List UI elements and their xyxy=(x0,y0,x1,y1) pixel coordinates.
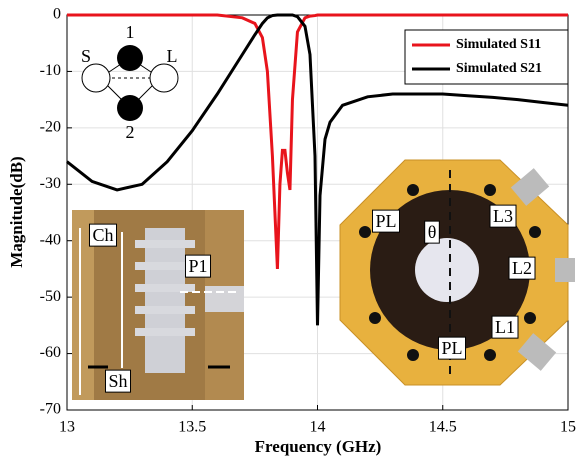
node-diagram xyxy=(82,45,178,121)
annotation: L1 xyxy=(495,317,515,337)
y-tick-label: 0 xyxy=(53,6,61,23)
y-tick-label: -10 xyxy=(40,62,61,79)
x-tick-label: 13 xyxy=(59,419,75,436)
annotation: PL xyxy=(375,211,396,231)
annotation: L xyxy=(167,46,178,66)
y-tick-label: -70 xyxy=(40,401,61,418)
y-tick-label: -30 xyxy=(40,175,61,192)
legend-label: Simulated S21 xyxy=(456,61,542,76)
annotation: S xyxy=(81,46,91,66)
chart: Frequency (GHz) Magnitude(dB) xyxy=(0,0,584,461)
y-axis-label: Magnitude(dB) xyxy=(7,156,26,267)
x-tick-label: 13.5 xyxy=(178,419,206,436)
annotation: 2 xyxy=(126,122,135,142)
annotation: L2 xyxy=(512,258,532,278)
annotation: Sh xyxy=(108,371,127,391)
y-tick-label: -40 xyxy=(40,231,61,248)
x-axis-label: Frequency (GHz) xyxy=(255,437,382,456)
y-tick-label: -20 xyxy=(40,119,61,136)
annotation: L3 xyxy=(493,206,513,226)
x-tick-label: 14 xyxy=(310,419,326,436)
annotation: PL xyxy=(441,338,462,358)
y-tick-label: -60 xyxy=(40,344,61,361)
annotation: θ xyxy=(428,222,437,242)
annotation: 1 xyxy=(126,22,135,42)
y-tick-label: -50 xyxy=(40,288,61,305)
annotation: Ch xyxy=(92,225,113,245)
annotation: P1 xyxy=(188,256,207,276)
x-tick-label: 15 xyxy=(560,419,576,436)
legend-label: Simulated S11 xyxy=(456,37,541,52)
x-tick-label: 14.5 xyxy=(429,419,457,436)
